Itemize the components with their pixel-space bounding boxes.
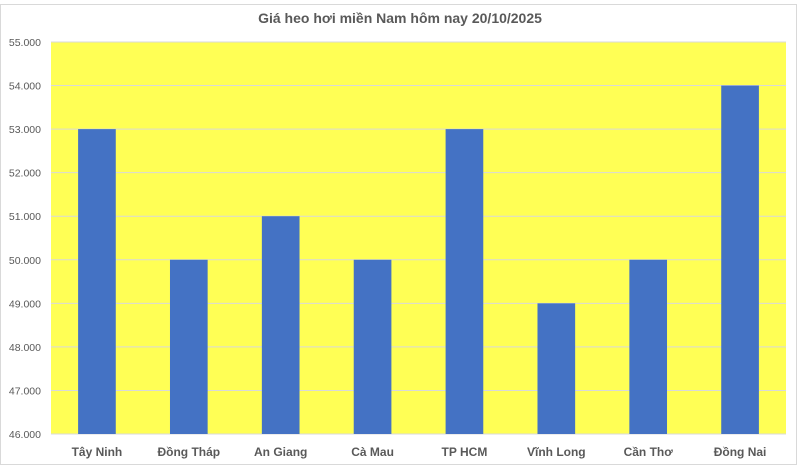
bar-5 [537, 303, 576, 434]
bar-6 [629, 259, 668, 434]
x-category-label: Vĩnh Long [527, 445, 586, 459]
x-category-label: An Giang [254, 445, 307, 459]
y-tick-label: 48.000 [9, 342, 41, 354]
bar-7 [721, 85, 759, 435]
y-tick-label: 51.000 [9, 211, 41, 223]
x-category-label: Đồng Tháp [157, 445, 220, 459]
bar-1 [169, 259, 208, 434]
bar-2 [261, 216, 300, 434]
bar-0 [78, 129, 116, 434]
x-category-label: TP HCM [442, 445, 488, 459]
x-category-label: Cần Thơ [624, 445, 674, 459]
y-tick-label: 55.000 [9, 37, 41, 49]
y-tick-label: 46.000 [9, 429, 41, 441]
bar-3 [353, 259, 392, 434]
y-tick-label: 47.000 [9, 385, 41, 397]
y-tick-label: 53.000 [9, 124, 41, 136]
x-category-label: Cà Mau [351, 445, 394, 459]
y-tick-label: 52.000 [9, 168, 41, 180]
y-tick-label: 54.000 [9, 81, 41, 93]
y-tick-label: 50.000 [9, 255, 41, 267]
chart-title: Giá heo hơi miền Nam hôm nay 20/10/2025 [258, 10, 542, 26]
x-category-label: Tây Ninh [72, 445, 123, 459]
x-category-label: Đồng Nai [714, 445, 767, 459]
plot-area [51, 42, 786, 434]
bar-4 [445, 129, 484, 434]
y-tick-label: 49.000 [9, 298, 41, 310]
